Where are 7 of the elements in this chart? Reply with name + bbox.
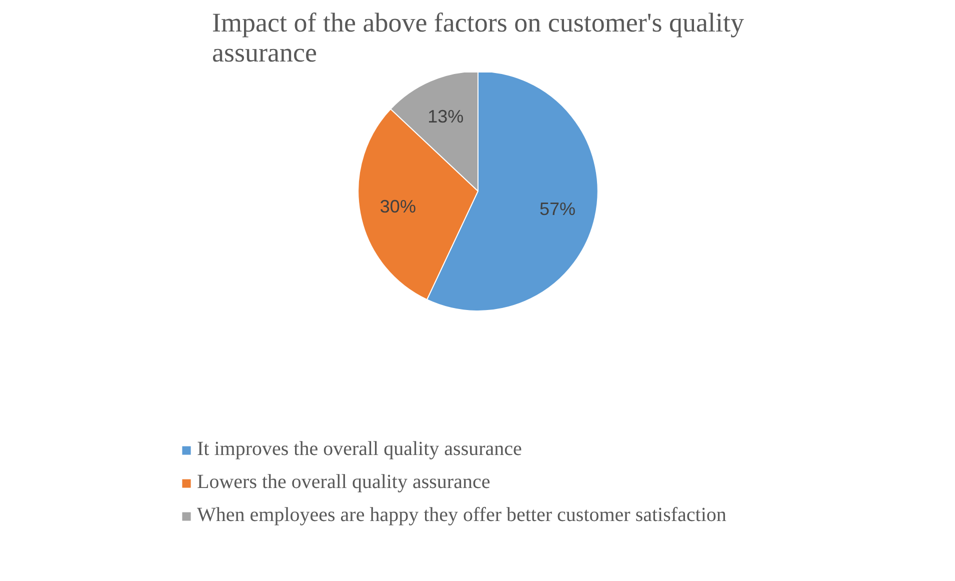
chart-title: Impact of the above factors on customer's quality assurance [212,8,744,68]
legend-label: Lowers the overall quality assurance [197,471,490,494]
data-label: 30% [380,196,416,216]
legend-label: It improves the overall quality assurance [197,438,522,461]
data-label: 13% [428,106,464,126]
legend-label: When employees are happy they offer better customer satisfaction [197,504,726,527]
data-label: 57% [540,198,576,219]
